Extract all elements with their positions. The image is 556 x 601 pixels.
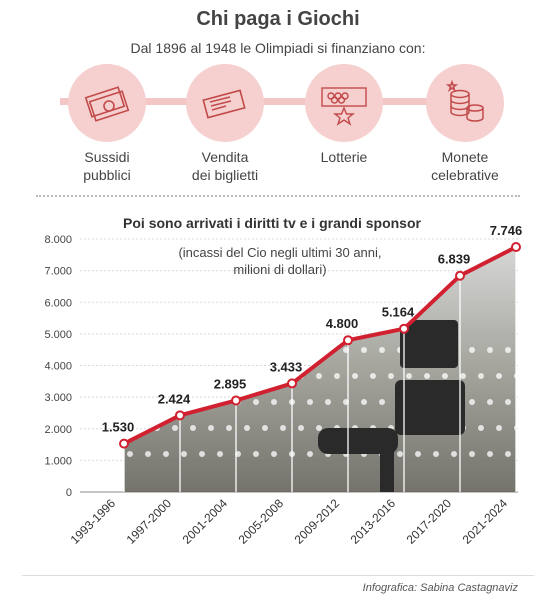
x-tick-label: 2021-2024 [460,496,511,547]
x-tick-label: 1997-2000 [124,496,175,547]
x-tick-label: 2005-2008 [236,496,287,547]
source-monete: Monete celebrative [390,64,540,184]
revenue-line-chart: 0 1.000 2.000 3.000 4.000 5.000 6.000 7.000 8.00… [44,215,523,547]
data-points [119,242,521,449]
data-point [287,378,297,389]
data-point [343,335,353,346]
x-tick-label: 2013-2016 [348,496,399,547]
page-title: Chi paga i Giochi [196,8,360,30]
data-point [119,438,129,449]
source-circle [305,64,383,142]
data-label: 5.164 [382,305,415,320]
data-label: 3.433 [270,359,303,374]
source-circle [426,64,504,142]
y-tick-label: 3.000 [44,392,72,404]
section-divider [36,195,520,197]
data-point [511,242,521,253]
x-tick-label: 1993-1996 [68,496,119,547]
data-labels: 1.530 2.424 2.895 3.433 4.800 5.164 6.839 7.746 [102,223,523,435]
y-tick-label: 0 [66,487,72,499]
x-tick-label: 2009-2012 [292,496,343,547]
y-tick-label: 6.000 [44,297,72,309]
lottery-ticket-icon [321,87,367,126]
y-tick-label: 7.000 [44,266,72,278]
sources-connector [60,98,496,105]
source-label: Sussidi pubblici [83,149,131,183]
value-guides [123,247,517,492]
data-label: 6.839 [438,252,471,267]
source-label: Lotterie [320,149,368,165]
source-lotterie: Lotterie [269,64,419,166]
data-label: 2.424 [158,391,191,406]
source-label: Vendita dei biglietti [191,149,259,183]
tickets-icon [202,89,246,119]
data-point [231,395,241,406]
coins-icon [445,79,484,122]
series-line [123,245,517,446]
data-label: 1.530 [102,420,135,435]
source-circle [68,64,146,142]
data-point [175,410,185,421]
x-tick-label: 2001-2004 [180,496,231,547]
y-tick-label: 2.000 [44,424,72,436]
y-tick-label: 8.000 [44,234,72,246]
data-point [399,323,409,334]
chart-subtitle: (incassi del Cio negli ultimi 30 anni, mi… [178,245,381,277]
source-biglietti: Vendita dei biglietti [150,64,300,184]
series-path [123,245,517,446]
x-axis: 1993-1996 1997-2000 2001-2004 2005-2008 2009… [68,496,511,547]
data-point [455,270,465,281]
source-sussidi: Sussidi pubblici [32,64,182,184]
banknotes-icon [84,86,130,122]
source-circle [186,64,264,142]
y-tick-label: 4.000 [44,361,72,373]
data-label: 4.800 [326,316,359,331]
data-label: 2.895 [214,376,247,391]
camera-silhouette [318,320,465,492]
y-tick-label: 1.000 [44,455,72,467]
chart-title: Poi sono arrivati i diritti tv e i grand… [123,215,421,231]
y-tick-label: 5.000 [44,329,72,341]
x-tick-label: 2017-2020 [404,496,455,547]
data-label: 7.746 [490,223,523,238]
source-label: Monete celebrative [431,149,499,183]
footer-divider [22,575,534,576]
page-subtitle: Dal 1896 al 1948 le Olimpiadi si finanzi… [130,40,426,56]
credit-text: Infografica: Sabina Castagnaviz [362,582,518,594]
